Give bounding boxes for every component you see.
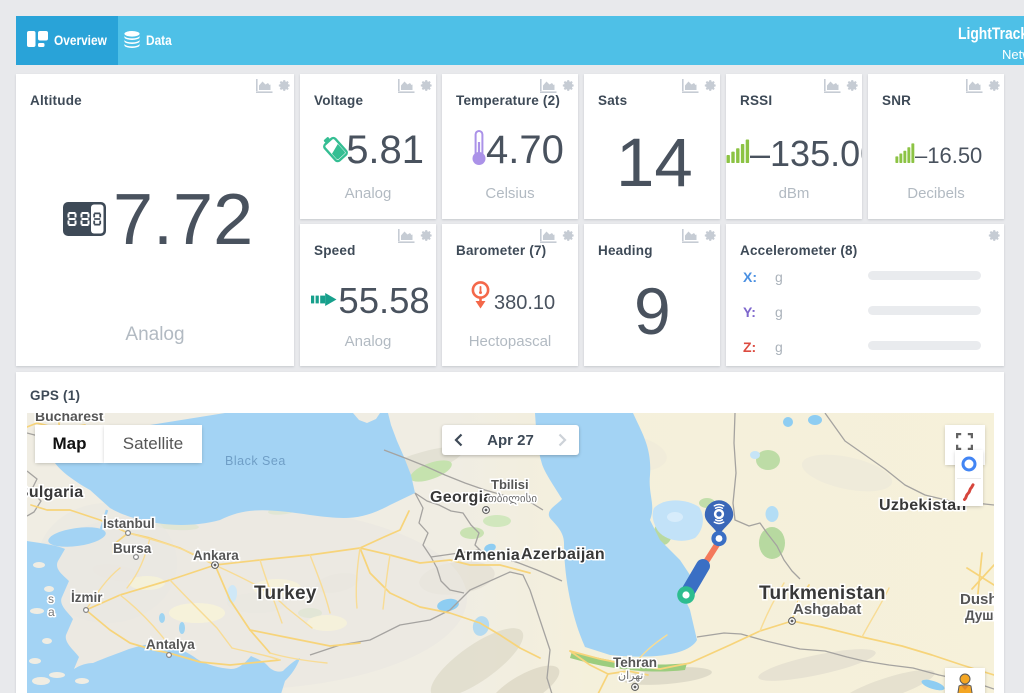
svg-text:Tehran: Tehran [613, 655, 657, 670]
svg-text:s: s [48, 592, 54, 606]
svg-text:Bulgaria: Bulgaria [27, 484, 83, 501]
svg-text:a: a [48, 605, 55, 619]
svg-text:თბილისი: თბილისი [488, 492, 537, 505]
svg-text:Dushanbe: Dushanbe [960, 591, 994, 608]
svg-text:Georgia: Georgia [430, 489, 493, 506]
svg-text:Azerbaijan: Azerbaijan [521, 546, 605, 563]
svg-text:Tbilisi: Tbilisi [491, 477, 529, 492]
svg-text:Antalya: Antalya [146, 637, 195, 652]
svg-text:Bucharest: Bucharest [35, 413, 104, 424]
svg-text:Bursa: Bursa [113, 541, 152, 556]
svg-text:İstanbul: İstanbul [103, 516, 155, 531]
svg-text:Uzbekistan: Uzbekistan [879, 497, 966, 514]
svg-text:Ashgabat: Ashgabat [793, 601, 861, 618]
svg-text:Turkmenistan: Turkmenistan [759, 583, 886, 604]
svg-text:Black Sea: Black Sea [225, 454, 286, 468]
svg-text:Armenia: Armenia [454, 547, 520, 564]
svg-text:تهران: تهران [618, 670, 643, 682]
svg-text:Ankara: Ankara [193, 548, 239, 563]
svg-text:İzmir: İzmir [71, 590, 103, 605]
svg-text:Душанбе: Душанбе [965, 608, 994, 623]
svg-text:Turkey: Turkey [254, 583, 317, 604]
